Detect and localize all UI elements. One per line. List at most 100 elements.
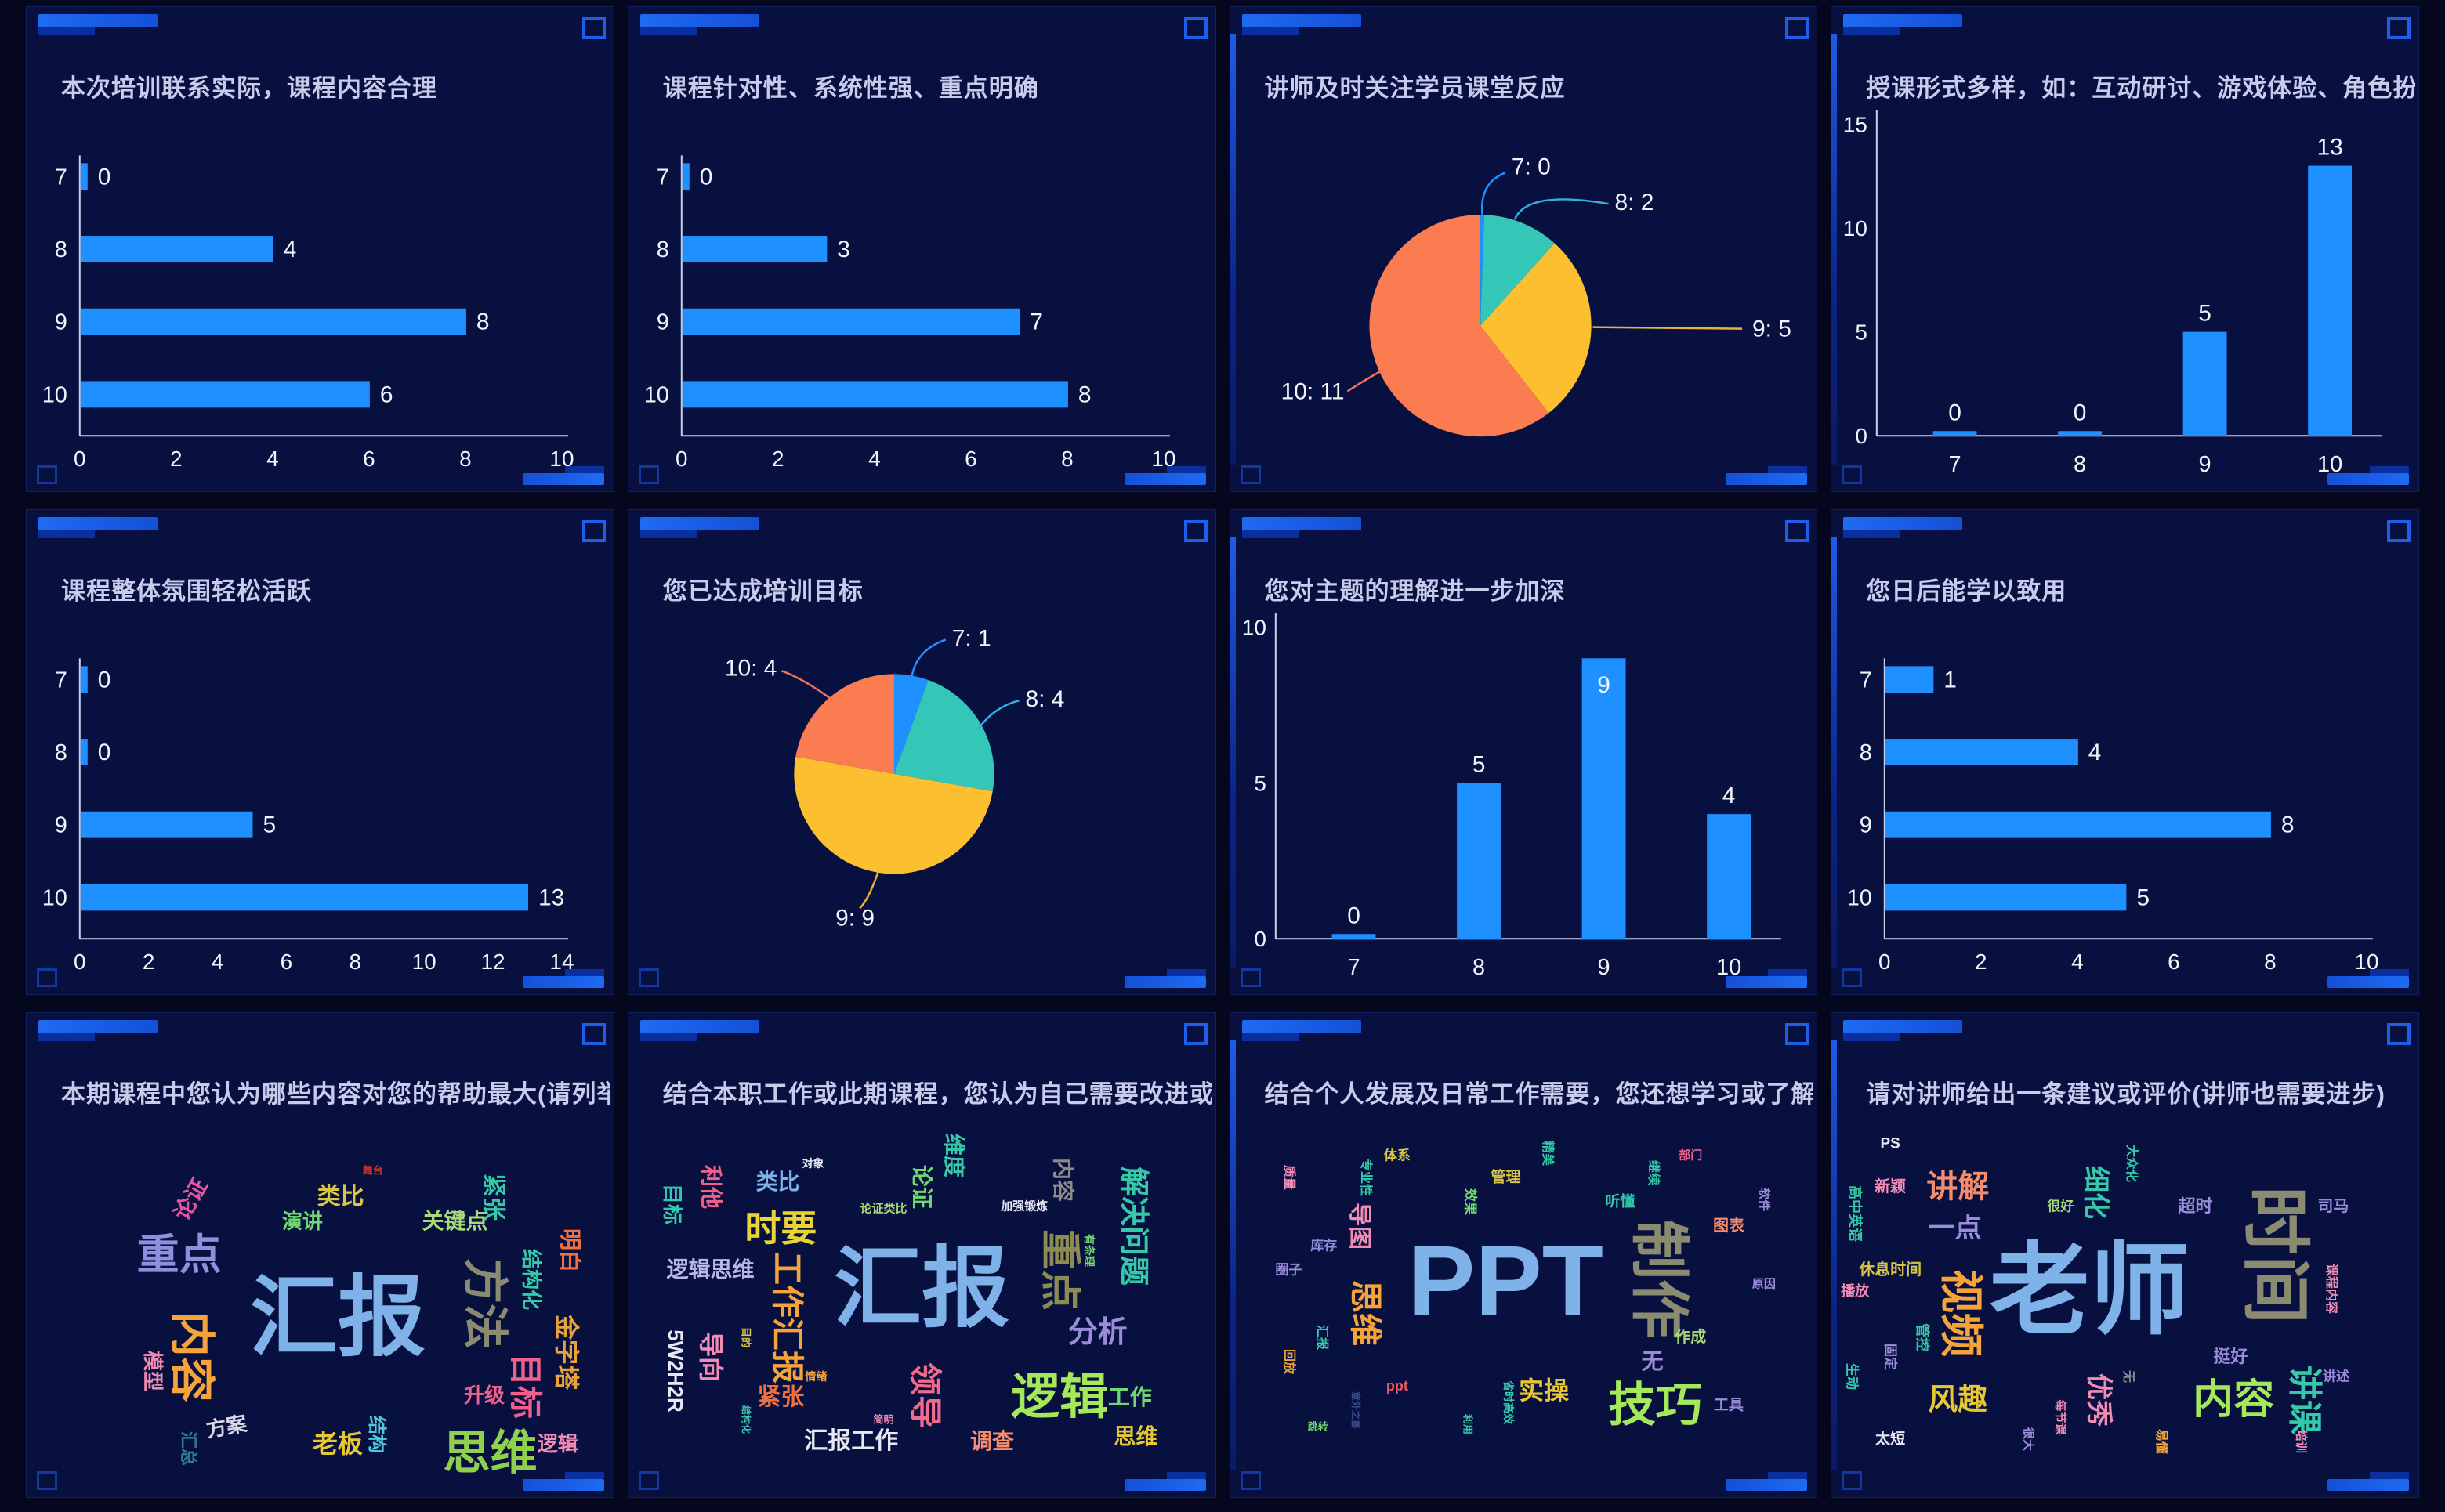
category-label: 9	[657, 310, 669, 335]
category-label: 9	[2199, 452, 2211, 477]
category-label: 8	[1860, 740, 1872, 765]
cloud-word: 技巧	[1608, 1378, 1703, 1431]
corner-bar-bottom-right-icon	[1726, 969, 1808, 988]
vbar-chart-svg: 0 5 10 0 7 5 8 9 9 4 10	[1241, 613, 1781, 980]
pie-slice	[1368, 215, 1548, 437]
y-tick-label: 0	[1856, 424, 1868, 448]
value-label: 0	[1948, 400, 1961, 425]
bar	[1581, 658, 1625, 939]
x-tick-label: 8	[350, 950, 362, 974]
x-tick-label: 4	[212, 950, 224, 974]
bar	[1932, 431, 1977, 436]
cloud-word: 细化	[2081, 1165, 2111, 1219]
y-tick-label: 5	[1254, 771, 1266, 795]
cloud-word: 老板	[312, 1430, 363, 1459]
corner-bar-top-left-icon	[1843, 1020, 1963, 1041]
category-label: 8	[2074, 452, 2086, 477]
value-label: 0	[2074, 400, 2087, 425]
pie-chart: 7: 0 8: 2 9: 5 10: 11	[1230, 7, 1817, 491]
x-tick-label: 12	[481, 950, 505, 974]
corner-bar-top-left-icon	[639, 517, 759, 538]
value-label: 9	[1597, 672, 1610, 698]
cloud-word: 讲解	[1926, 1170, 1990, 1205]
pie-label: 9: 9	[835, 905, 875, 931]
value-label: 8	[476, 309, 490, 335]
category-label: 8	[657, 237, 669, 262]
cloud-word: 分析	[1067, 1315, 1128, 1349]
corner-square-top-right-icon	[1183, 17, 1208, 39]
category-label: 7	[55, 165, 67, 190]
corner-square-top-right-icon	[1785, 17, 1809, 39]
cloud-word: 高中英语	[1847, 1185, 1864, 1243]
value-label: 3	[837, 237, 850, 262]
cloud-word: 内容	[2193, 1377, 2275, 1423]
hbar-chart: 0 2 4 6 8 10 7 0 8 3 9 7 10 8	[628, 7, 1215, 491]
corner-square-top-right-icon	[1183, 520, 1208, 542]
pie-label: 8: 2	[1614, 190, 1654, 215]
bar	[682, 381, 1068, 408]
x-tick-label: 6	[363, 447, 375, 471]
bar	[80, 666, 88, 693]
corner-square-top-right-icon	[2387, 520, 2411, 542]
cloud-word: 挺好	[2213, 1346, 2248, 1366]
label-leader-line	[1480, 172, 1505, 219]
panel-title: 课程针对性、系统性强、重点明确	[662, 74, 1039, 102]
corner-bar-bottom-right-icon	[2327, 969, 2409, 988]
bar	[80, 381, 370, 408]
cloud-word: 软件	[1757, 1187, 1771, 1211]
cloud-word: 部门	[1679, 1148, 1703, 1163]
bar	[2058, 431, 2103, 436]
category-label: 10	[1847, 885, 1872, 910]
bar	[1706, 814, 1751, 939]
cloud-word: 播放	[1841, 1283, 1870, 1300]
panel-title: 您已达成培训目标	[662, 577, 864, 605]
hbar-chart-svg: 0 2 4 6 8 10 12 147 08 09 510 13	[42, 658, 574, 974]
corner-square-bottom-left-icon	[1240, 1471, 1261, 1490]
bar	[1885, 739, 2079, 765]
bar	[80, 236, 273, 262]
panel-left-edge-strip	[1230, 537, 1236, 968]
vbar-chart: 0 5 10 0 7 5 8 9 9 4 10	[1230, 510, 1817, 994]
pie-slice	[893, 674, 929, 774]
cloud-word: PPT	[1407, 1224, 1603, 1337]
label-leader-line	[977, 700, 1020, 729]
pie-chart: 7: 1 8: 4 9: 9 10: 4	[628, 510, 1215, 994]
pie-slice	[1480, 243, 1592, 414]
cloud-word: 内容	[165, 1311, 217, 1402]
x-tick-label: 8	[1061, 447, 1074, 471]
corner-square-bottom-left-icon	[1240, 465, 1261, 484]
chart-panel-lecturer-attention: 讲师及时关注学员课堂反应 7: 0 8: 2 9: 5 10: 11	[1229, 6, 1818, 492]
corner-square-bottom-left-icon	[638, 1471, 659, 1490]
corner-bar-bottom-right-icon	[522, 1472, 604, 1491]
hbar-chart-svg: 0 2 4 6 8 107 08 49 810 6	[42, 155, 574, 471]
cloud-word: 汇报	[1314, 1325, 1328, 1351]
corner-bar-top-left-icon	[639, 14, 759, 35]
pie-slice	[794, 756, 993, 874]
y-tick-label: 0	[1254, 927, 1266, 951]
x-tick-label: 6	[281, 950, 293, 974]
cloud-word: 目标	[507, 1352, 545, 1419]
cloud-word: 导图	[1346, 1202, 1373, 1250]
panel-title: 本次培训联系实际，课程内容合理	[61, 74, 437, 102]
cloud-word: 风趣	[1928, 1384, 1988, 1417]
bar	[682, 163, 690, 190]
corner-square-top-right-icon	[581, 17, 606, 39]
pie-label: 7: 1	[952, 625, 991, 651]
category-label: 9	[55, 813, 67, 838]
value-label: 7	[1030, 309, 1043, 335]
label-leader-line	[1513, 198, 1609, 220]
hbar-chart-svg: 0 2 4 6 8 107 08 39 710 8	[643, 155, 1175, 471]
bar	[80, 308, 466, 335]
pie-slice	[795, 674, 894, 774]
cloud-word: 工作汇报	[768, 1252, 806, 1384]
chart-panel-teaching-forms: 授课形式多样，如：互动研讨、游戏体验、角色扮演 0 5 10 15 0 7 0 8 5 9 13 10	[1831, 6, 2419, 492]
corner-bar-bottom-right-icon	[522, 969, 604, 988]
panel-left-edge-strip	[1831, 537, 1838, 968]
corner-square-bottom-left-icon	[1240, 968, 1261, 987]
cloud-word: 金字塔	[552, 1314, 581, 1390]
chart-panel-atmosphere: 课程整体氛围轻松活跃 0 2 4 6 8 10 12 14 7 0 8 0 9 5 10 13	[26, 509, 614, 995]
category-label: 7	[1860, 667, 1872, 693]
cloud-word: 休息时间	[1859, 1261, 1922, 1279]
y-tick-label: 10	[1241, 615, 1266, 639]
value-label: 1	[1944, 667, 1958, 693]
